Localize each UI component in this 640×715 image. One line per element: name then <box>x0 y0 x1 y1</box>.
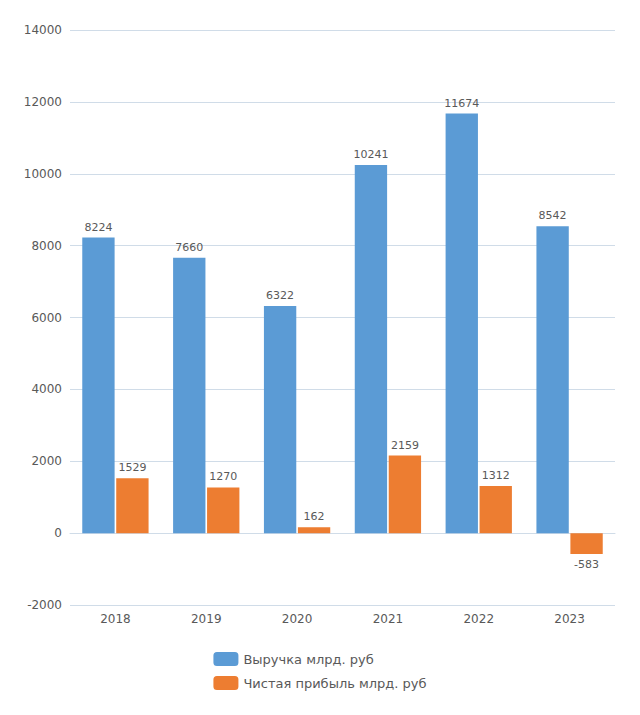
svg-text:Чистая прибыль млрд. руб: Чистая прибыль млрд. руб <box>243 676 426 691</box>
svg-text:14000: 14000 <box>24 23 62 37</box>
svg-text:2020: 2020 <box>282 612 313 626</box>
svg-text:2018: 2018 <box>100 612 131 626</box>
svg-text:11674: 11674 <box>444 97 479 110</box>
svg-text:2000: 2000 <box>31 454 62 468</box>
svg-text:-583: -583 <box>574 558 599 571</box>
svg-text:8000: 8000 <box>31 239 62 253</box>
svg-text:1312: 1312 <box>482 469 510 482</box>
svg-text:2159: 2159 <box>391 439 419 452</box>
svg-text:Выручка млрд. руб: Выручка млрд. руб <box>243 652 373 667</box>
svg-text:162: 162 <box>304 510 325 523</box>
svg-text:6322: 6322 <box>266 289 294 302</box>
svg-text:2023: 2023 <box>554 612 585 626</box>
svg-text:1529: 1529 <box>118 461 146 474</box>
svg-text:12000: 12000 <box>24 95 62 109</box>
svg-text:8224: 8224 <box>84 221 112 234</box>
svg-text:8542: 8542 <box>539 209 567 222</box>
svg-text:2019: 2019 <box>191 612 222 626</box>
svg-text:10241: 10241 <box>353 148 388 161</box>
svg-text:6000: 6000 <box>31 311 62 325</box>
svg-text:2021: 2021 <box>373 612 404 626</box>
svg-text:10000: 10000 <box>24 167 62 181</box>
svg-text:4000: 4000 <box>31 382 62 396</box>
svg-text:-2000: -2000 <box>27 598 62 612</box>
svg-text:0: 0 <box>54 526 62 540</box>
svg-text:1270: 1270 <box>209 470 237 483</box>
svg-text:7660: 7660 <box>175 241 203 254</box>
svg-text:2022: 2022 <box>463 612 494 626</box>
